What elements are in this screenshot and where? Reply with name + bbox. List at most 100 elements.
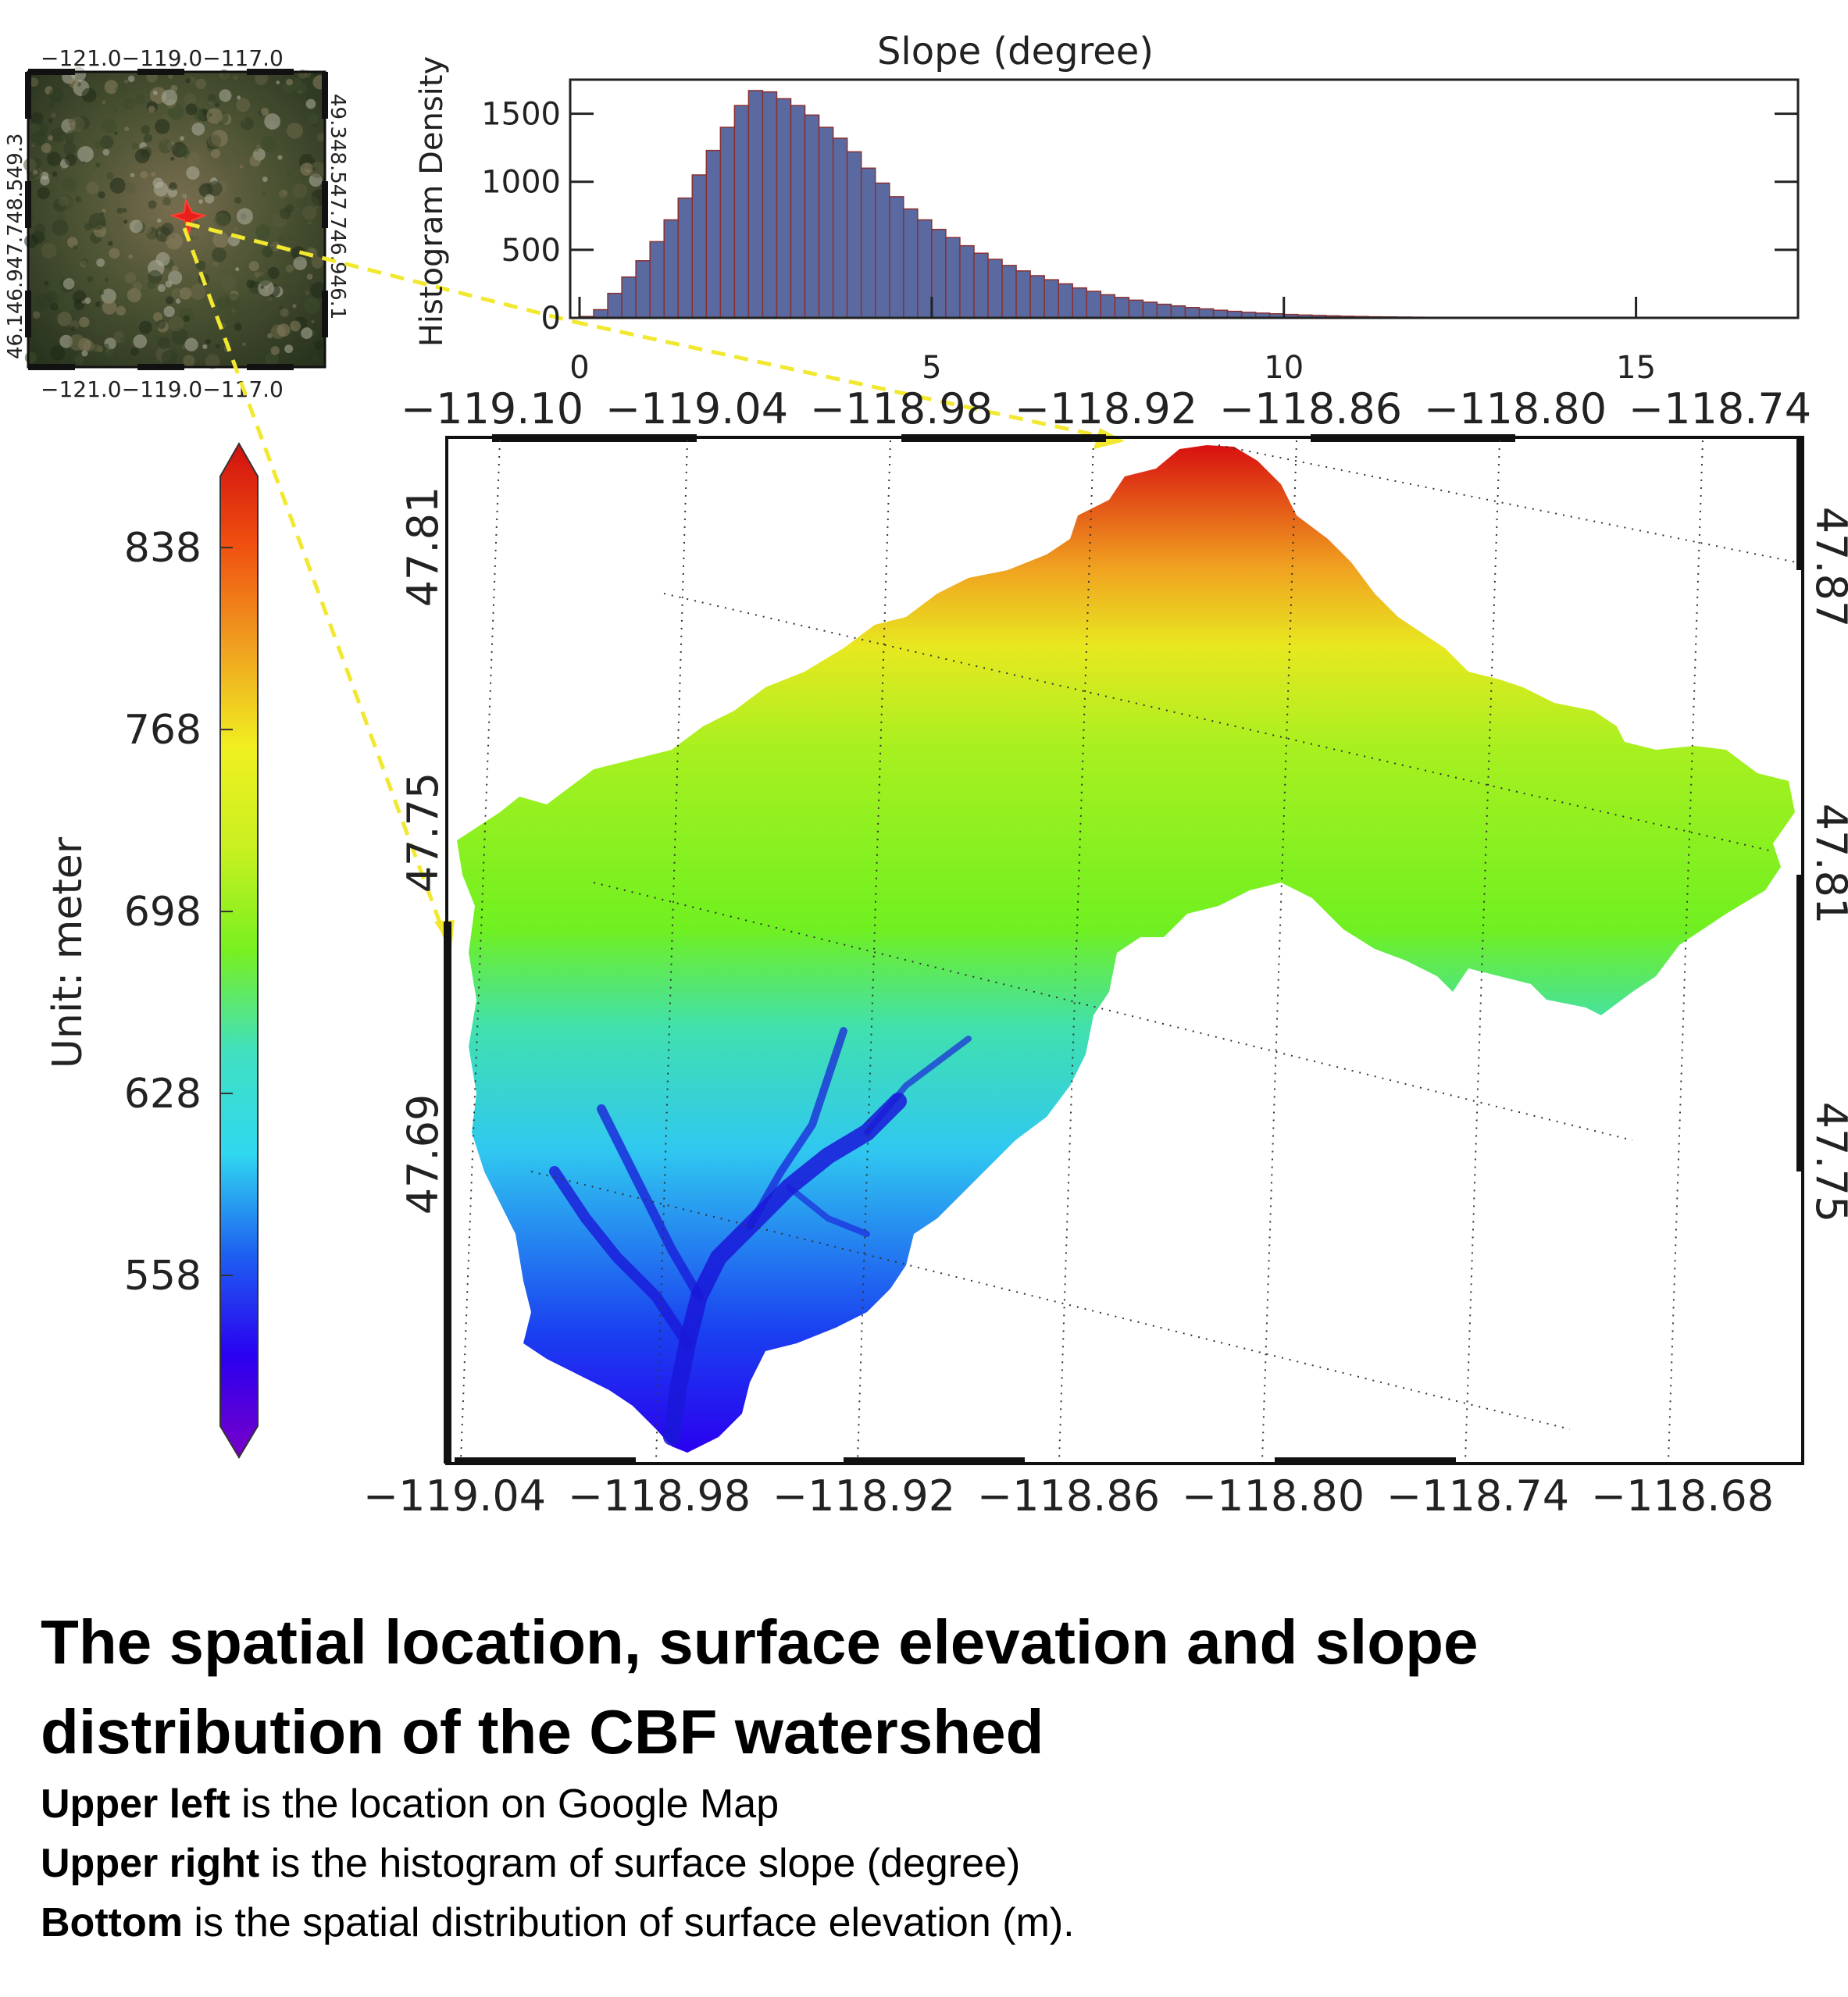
histogram-bar bbox=[804, 114, 820, 319]
locator-bottom-ticks: −121.0−119.0−117.0 bbox=[41, 376, 284, 402]
histogram-bar bbox=[889, 196, 904, 319]
histogram-bar bbox=[1184, 307, 1200, 319]
histogram-bar bbox=[860, 167, 876, 319]
colorbar-label: Unit: meter bbox=[45, 836, 91, 1068]
histogram-bar bbox=[818, 127, 834, 319]
histogram-bar bbox=[691, 174, 708, 319]
x-tick-label: 5 bbox=[922, 350, 941, 386]
drainage-channels bbox=[549, 1027, 972, 1446]
histogram-ylabel: Histogram Density bbox=[414, 56, 450, 347]
caption-line-upper-right: Upper right is the histogram of surface … bbox=[41, 1836, 1020, 1891]
y-tick-label: 500 bbox=[501, 233, 561, 269]
caption-title: The spatial location, surface elevation … bbox=[41, 1607, 1479, 1767]
map-right-tick-label: 47.87 bbox=[1807, 507, 1848, 628]
histogram-bar bbox=[846, 151, 862, 319]
map-bottom-tick-label: −118.86 bbox=[977, 1471, 1160, 1521]
map-right-ticks: 47.87 47.81 47.75 bbox=[1807, 507, 1848, 1223]
map-bottom-tick-label: −119.04 bbox=[363, 1471, 546, 1521]
caption-line-upper-left-rest: is the location on Google Map bbox=[230, 1781, 780, 1827]
histogram-bar bbox=[1044, 279, 1059, 319]
colorbar-body bbox=[219, 441, 259, 1459]
locator-left-ticks: 46.146.947.748.549.3 bbox=[4, 134, 27, 359]
map-bottom-tick-label: −118.92 bbox=[772, 1471, 955, 1521]
caption-line-bottom-rest: is the spatial distribution of surface e… bbox=[182, 1900, 1075, 1945]
histogram-bar bbox=[987, 259, 1003, 319]
map-bottom-ticks: −119.04 −118.98 −118.92 −118.86 −118.80 −118.… bbox=[363, 1471, 1774, 1521]
histogram-bar bbox=[1086, 291, 1102, 319]
map-top-tick-label: −118.74 bbox=[1629, 384, 1811, 433]
histogram-bar bbox=[832, 137, 848, 319]
histogram-bar bbox=[1114, 297, 1130, 319]
x-tick-label: 0 bbox=[569, 350, 589, 386]
histogram-bar bbox=[621, 276, 637, 319]
caption-line-bottom: Bottom is the spatial distribution of su… bbox=[41, 1895, 1075, 1950]
histogram-bar bbox=[931, 228, 947, 319]
histogram-bar bbox=[747, 90, 764, 319]
caption-line-upper-left-bold: Upper left bbox=[41, 1781, 230, 1827]
map-left-tick-label: 47.69 bbox=[398, 1094, 448, 1215]
elevation-map: −119.10 −119.04 −118.98 −118.92 −118.86 −118.… bbox=[363, 384, 1848, 1521]
histogram-bar bbox=[776, 98, 792, 319]
map-top-tick-label: −118.86 bbox=[1219, 384, 1402, 433]
histogram-bar bbox=[1128, 299, 1144, 319]
locator-frame-ticks bbox=[25, 69, 328, 370]
colorbar-tick-label: 628 bbox=[124, 1071, 202, 1118]
histogram-bar bbox=[1100, 294, 1116, 319]
histogram-title: Slope (degree) bbox=[877, 30, 1154, 73]
locator-map: −121.0−119.0−117.0 −121.0−119.0−117.0 46… bbox=[4, 45, 1125, 948]
caption-line-upper-left: Upper left is the location on Google Map bbox=[41, 1777, 779, 1831]
histogram-bar bbox=[973, 252, 989, 319]
map-top-tick-label: −118.80 bbox=[1424, 384, 1607, 433]
histogram-bar bbox=[1072, 287, 1087, 319]
caption-line-upper-right-bold: Upper right bbox=[41, 1841, 260, 1886]
graticule bbox=[460, 440, 1797, 1461]
histogram-bar bbox=[719, 127, 736, 319]
histogram-bar bbox=[607, 292, 623, 319]
colorbar-ticks: 838 768 698 628 558 bbox=[124, 525, 233, 1300]
map-left-tick-label: 47.81 bbox=[398, 487, 448, 608]
histogram-bar bbox=[1015, 270, 1031, 319]
map-top-tick-label: −119.10 bbox=[401, 384, 583, 433]
map-top-tick-label: −118.98 bbox=[810, 384, 993, 433]
satellite-texture bbox=[23, 66, 328, 369]
histogram-bar bbox=[733, 105, 750, 319]
histogram-bar bbox=[635, 260, 651, 319]
histogram-bar bbox=[677, 197, 694, 319]
histogram-x-ticks: 0 5 10 15 bbox=[569, 297, 1656, 386]
map-bottom-tick-label: −118.74 bbox=[1386, 1471, 1569, 1521]
histogram-bar bbox=[1156, 303, 1172, 319]
caption-line-upper-right-rest: is the histogram of surface slope (degre… bbox=[259, 1841, 1021, 1886]
colorbar-tick-label: 838 bbox=[124, 525, 202, 572]
histogram-bar bbox=[762, 91, 778, 319]
y-tick-label: 1500 bbox=[481, 97, 561, 133]
histogram-bar bbox=[903, 208, 919, 319]
histogram-bars bbox=[579, 90, 1581, 319]
callout-lines bbox=[182, 221, 1118, 938]
x-tick-label: 15 bbox=[1616, 350, 1656, 386]
histogram-bar bbox=[959, 244, 975, 319]
map-top-ticks: −119.10 −119.04 −118.98 −118.92 −118.86 −118.… bbox=[401, 384, 1811, 433]
map-top-tick-label: −119.04 bbox=[605, 384, 788, 433]
watershed-elevation bbox=[457, 445, 1795, 1453]
slope-histogram: Slope (degree) Histogram Density 0500100… bbox=[414, 30, 1800, 386]
histogram-bar bbox=[1058, 283, 1073, 319]
histogram-bar bbox=[874, 182, 890, 319]
colorbar-tick-label: 558 bbox=[124, 1253, 202, 1300]
map-bottom-tick-label: −118.68 bbox=[1591, 1471, 1774, 1521]
map-right-tick-label: 47.81 bbox=[1807, 804, 1848, 925]
histogram-bar bbox=[945, 237, 961, 319]
histogram-bar bbox=[1170, 305, 1186, 319]
locator-right-ticks: 49.348.547.746.946.1 bbox=[326, 94, 349, 319]
caption-line-bottom-bold: Bottom bbox=[41, 1900, 183, 1945]
colorbar-tick-label: 698 bbox=[124, 889, 202, 936]
histogram-bar bbox=[593, 308, 608, 319]
histogram-bar bbox=[790, 105, 806, 319]
map-bottom-tick-label: −118.80 bbox=[1182, 1471, 1365, 1521]
histogram-bar bbox=[1198, 308, 1215, 319]
colorbar-tick-label: 768 bbox=[124, 707, 202, 754]
map-frame-segments bbox=[444, 434, 1804, 1465]
histogram-bar bbox=[1029, 275, 1045, 319]
histogram-bar bbox=[917, 219, 933, 319]
map-top-tick-label: −118.92 bbox=[1015, 384, 1197, 433]
